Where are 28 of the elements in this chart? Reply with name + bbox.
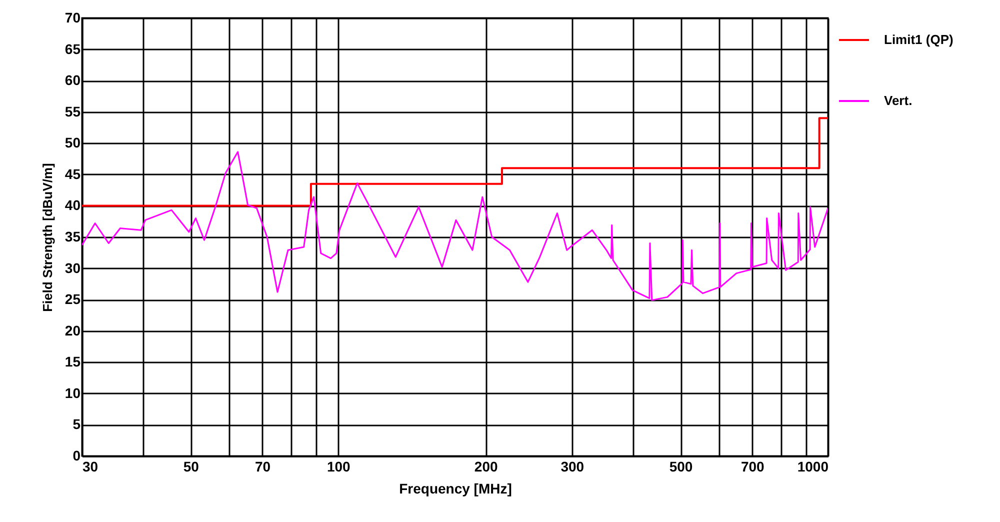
x-tick-label: 700 <box>740 458 765 474</box>
legend-label: Limit1 (QP) <box>884 32 954 47</box>
x-tick-label: 30 <box>82 458 98 474</box>
y-tick-label: 35 <box>64 228 81 244</box>
y-tick-label: 5 <box>72 416 81 432</box>
x-tick-label: 300 <box>560 458 584 474</box>
x-axis-title: Frequency [MHz] <box>399 480 512 496</box>
legend-label: Vert. <box>884 93 912 108</box>
x-tick-label: 200 <box>474 458 498 474</box>
y-tick-label: 40 <box>64 197 81 214</box>
x-tick-label: 70 <box>254 458 271 474</box>
y-tick-label: 65 <box>64 40 81 57</box>
y-tick-label: 10 <box>64 384 81 401</box>
y-axis-title: Field Strength [dBuV/m] <box>40 163 55 312</box>
x-tick-label: 1000 <box>797 458 829 474</box>
x-tick-label: 100 <box>326 458 351 474</box>
y-tick-label: 15 <box>64 354 81 370</box>
x-tick-label: 500 <box>669 458 693 474</box>
x-tick-label: 50 <box>183 458 200 474</box>
y-tick-label: 60 <box>64 72 81 88</box>
y-tick-label: 30 <box>64 260 81 276</box>
y-tick-label: 25 <box>64 291 81 308</box>
y-tick-label: 20 <box>64 322 81 338</box>
y-tick-label: 45 <box>64 166 81 182</box>
y-tick-label: 50 <box>64 134 81 151</box>
y-tick-label: 70 <box>64 10 81 26</box>
y-tick-label: 0 <box>72 448 81 464</box>
y-tick-label: 55 <box>64 103 81 120</box>
